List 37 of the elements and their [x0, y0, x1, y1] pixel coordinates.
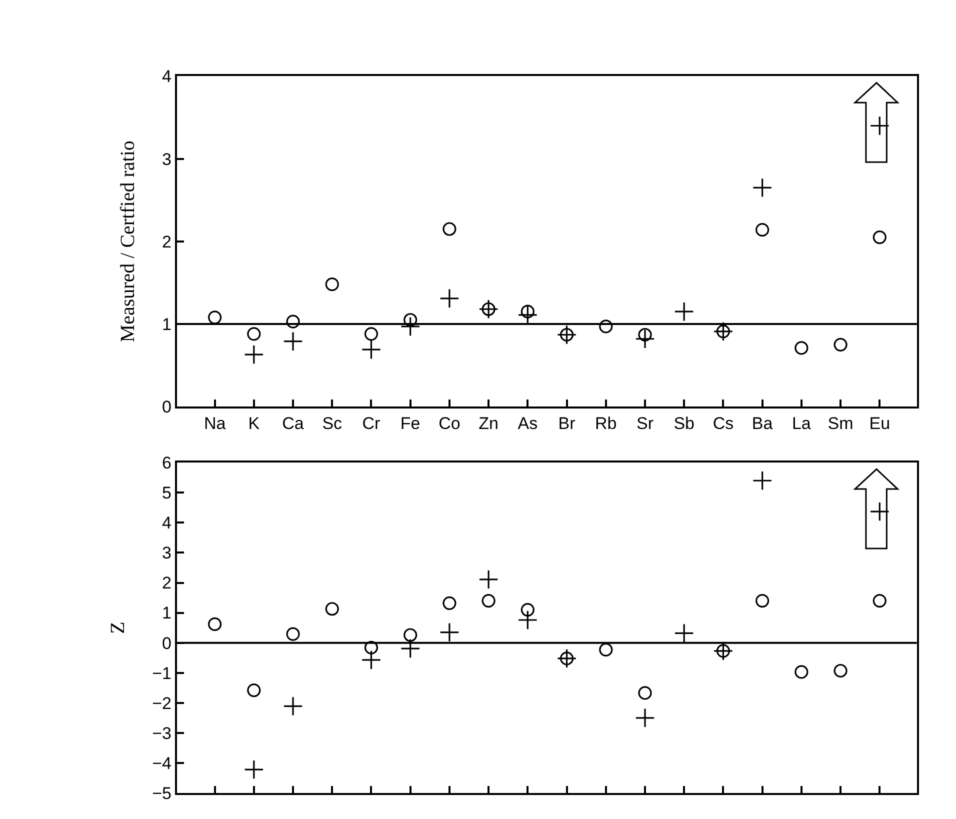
y-tick-label: 0 [162, 634, 172, 653]
y-tick-label: −2 [152, 694, 172, 713]
y-tick-label: 0 [162, 398, 172, 417]
x-tick-label: Eu [869, 414, 890, 433]
x-tick-label: K [248, 414, 260, 433]
y-axis-title: Z [107, 622, 130, 634]
x-tick-label: Cs [712, 414, 734, 433]
x-tick-label: Sb [674, 414, 694, 433]
x-tick-label: Rb [595, 414, 617, 433]
x-tick-label: Fe [400, 414, 420, 433]
y-tick-label: −3 [152, 724, 172, 743]
x-tick-label: As [518, 414, 538, 433]
y-tick-label: 3 [162, 150, 172, 169]
y-tick-label: 4 [162, 67, 172, 86]
x-tick-label: Na [204, 414, 226, 433]
x-tick-label: Sr [636, 414, 654, 433]
y-tick-label: 2 [162, 232, 172, 252]
y-tick-label: 1 [162, 314, 172, 334]
x-tick-label: Ca [282, 414, 304, 433]
y-axis-title: Measured / Certfied ratio [116, 140, 139, 342]
x-tick-label: Sm [828, 414, 854, 433]
x-tick-label: Cr [362, 414, 381, 433]
x-tick-label: Br [558, 414, 576, 433]
y-tick-label: 1 [162, 604, 172, 623]
y-tick-label: −1 [152, 664, 172, 683]
x-tick-label: Sc [322, 414, 343, 433]
x-tick-label: Co [438, 414, 460, 433]
y-tick-label: 2 [162, 574, 172, 593]
x-tick-label: Ba [752, 414, 774, 433]
x-tick-label: Zn [478, 414, 498, 433]
y-tick-label: 4 [162, 514, 172, 533]
y-tick-label: 3 [162, 544, 172, 563]
y-tick-label: 6 [162, 454, 172, 473]
x-tick-label: La [792, 414, 812, 433]
y-tick-label: 5 [162, 484, 172, 503]
y-tick-label: −4 [152, 754, 172, 773]
y-tick-label: −5 [152, 784, 172, 803]
